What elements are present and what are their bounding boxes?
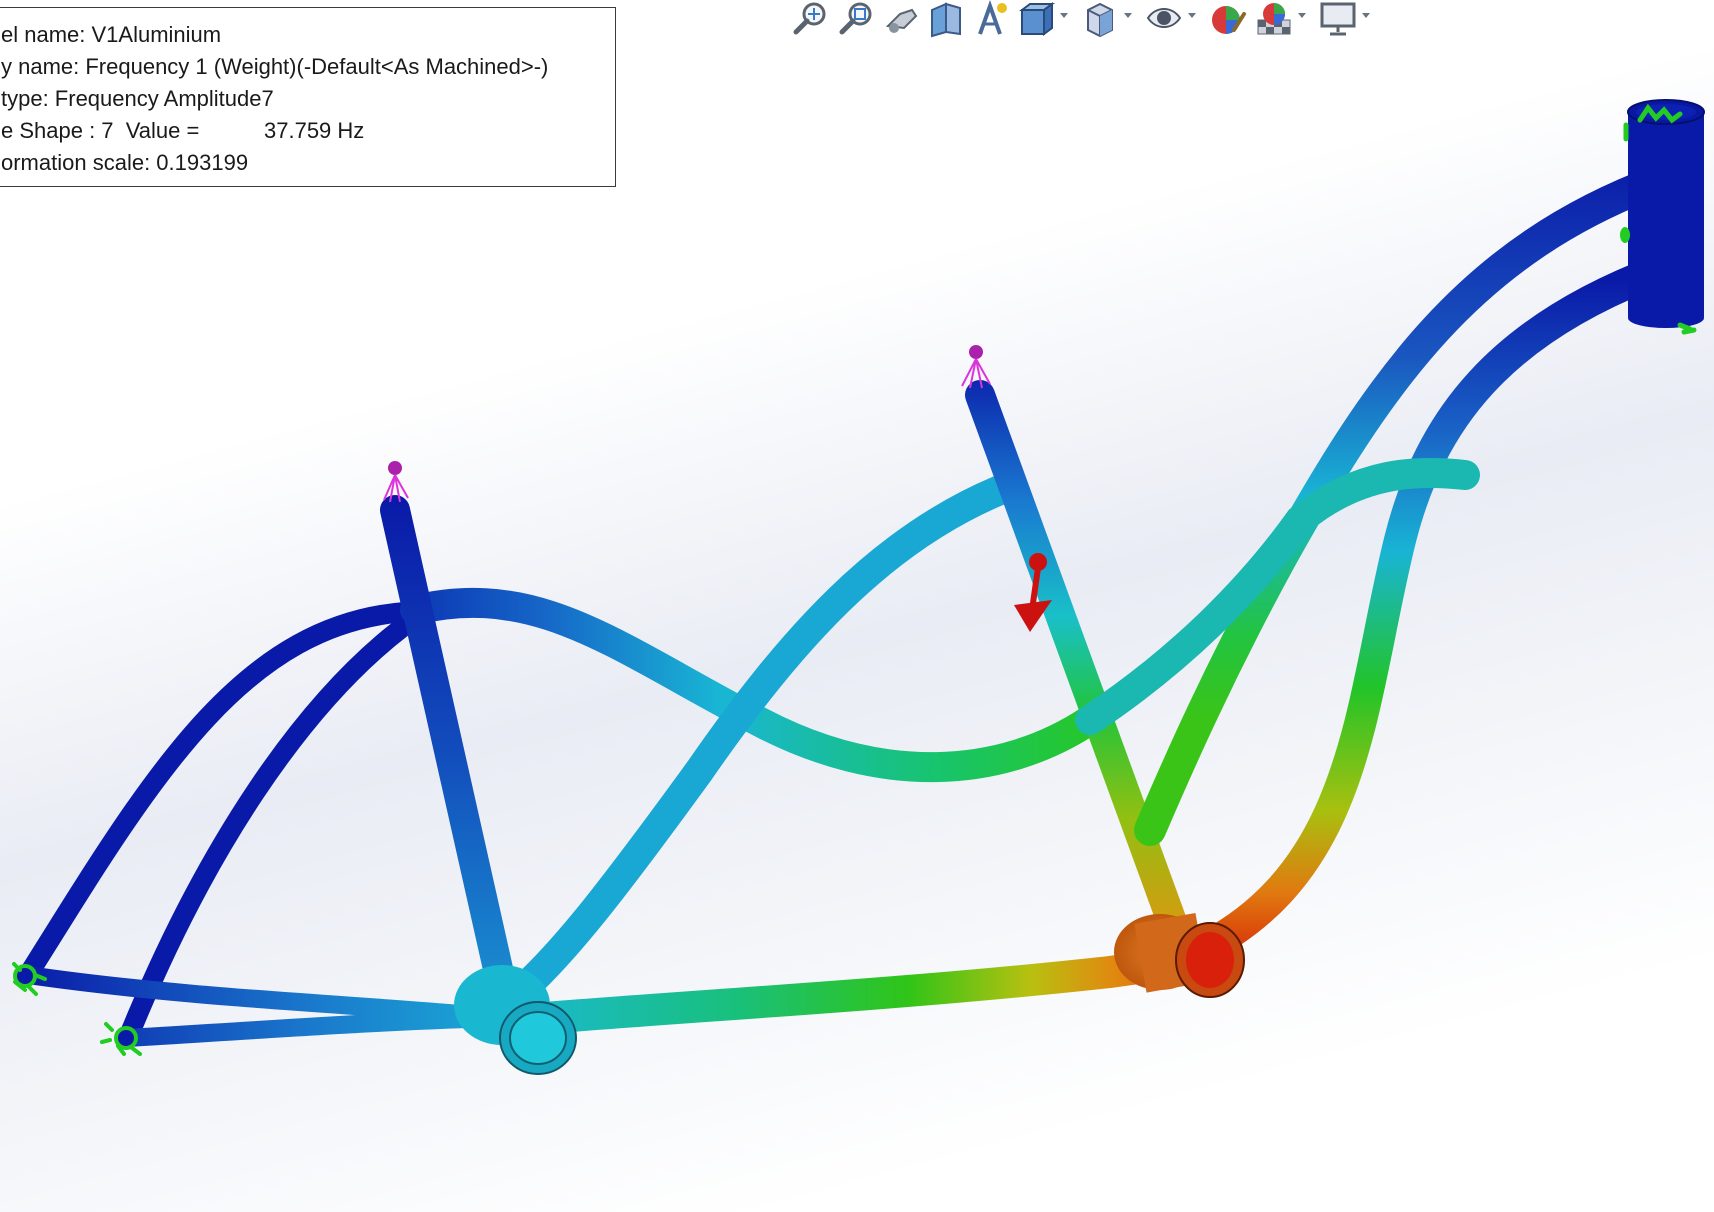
fixture-rear-axle-upper <box>12 962 47 996</box>
seat-stay-inner <box>118 608 425 1048</box>
zoom-to-area-icon[interactable] <box>836 0 876 38</box>
view-settings-icon[interactable] <box>1318 0 1358 38</box>
previous-view-icon[interactable] <box>882 0 922 38</box>
remote-mass-seat-front <box>961 345 991 389</box>
dynamic-annotation-icon[interactable] <box>972 0 1012 38</box>
view-orientation-dropdown-icon[interactable] <box>1058 10 1070 22</box>
seat-stay-outer <box>18 596 480 985</box>
study-name-label: y name: Frequency 1 (Weight)(-Default<As… <box>1 54 549 79</box>
view-settings-dropdown-icon[interactable] <box>1360 10 1372 22</box>
apply-scene-dropdown-icon[interactable] <box>1296 10 1308 22</box>
fixture-head-tube-mid <box>1620 227 1630 243</box>
model-name-label: el name: V1Aluminium <box>1 22 222 47</box>
down-tube-diagonal <box>495 475 1015 1015</box>
view-orientation-icon[interactable] <box>1016 0 1056 38</box>
mode-shape-label: e Shape : 7 Value = <box>1 118 200 143</box>
fixture-head-tube-bottom <box>1677 322 1697 335</box>
plot-type-label: type: Frequency Amplitude7 <box>1 86 274 111</box>
section-view-icon[interactable] <box>926 0 966 38</box>
deformation-scale-label: ormation scale: 0.193199 <box>1 150 249 175</box>
edit-appearance-icon[interactable] <box>1208 0 1248 38</box>
bottom-bracket-rear <box>454 965 577 1075</box>
display-style-dropdown-icon[interactable] <box>1122 10 1134 22</box>
remote-mass-seat-rear <box>383 461 409 503</box>
top-tube-wavy <box>400 587 1105 783</box>
display-style-icon[interactable] <box>1080 0 1120 38</box>
head-down-tube <box>1184 254 1676 966</box>
bottom-tube <box>504 949 1176 1036</box>
fixture-head-tube-top <box>1623 103 1683 142</box>
chain-stay-lower <box>119 1009 514 1047</box>
fixture-rear-axle-lower <box>100 1022 142 1056</box>
seat-tube-rear <box>380 495 520 1015</box>
force-arrow <box>1014 553 1052 632</box>
plot-info-box: el name: V1Aluminium y name: Frequency 1… <box>0 7 616 187</box>
apply-scene-icon[interactable] <box>1254 0 1294 38</box>
hide-show-dropdown-icon[interactable] <box>1186 10 1198 22</box>
bottom-bracket-front <box>1114 912 1245 998</box>
head-tube <box>1627 99 1705 328</box>
heads-up-view-toolbar <box>786 0 1406 40</box>
hide-show-items-icon[interactable] <box>1144 0 1184 38</box>
zoom-to-fit-icon[interactable] <box>790 0 830 38</box>
mode-shape-value: 37.759 Hz <box>264 118 365 143</box>
cross-tube-right <box>1075 457 1480 735</box>
